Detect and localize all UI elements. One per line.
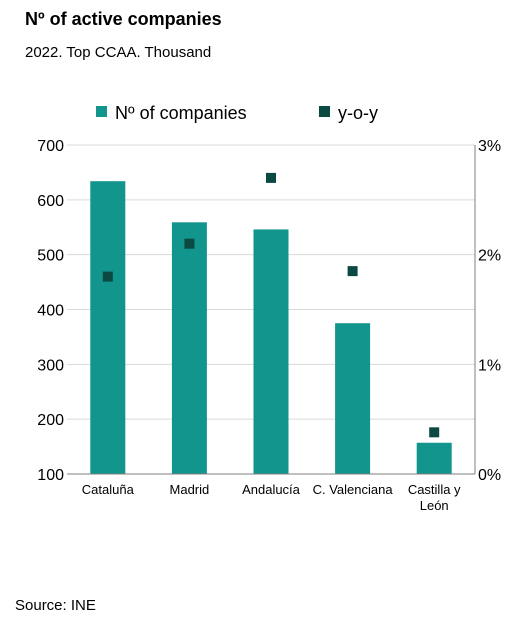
legend-swatch-yoy (319, 106, 330, 117)
legend-label-yoy: y-o-y (338, 103, 378, 123)
y2-tick-label: 2% (478, 248, 501, 265)
y-tick-label: 700 (37, 138, 64, 155)
x-tick-label: Castilla y (408, 482, 461, 497)
source-note: Source: INE (15, 597, 96, 614)
y-o-y-marker (347, 266, 358, 277)
y2-tick-label: 1% (478, 357, 501, 374)
x-tick-label: León (420, 498, 449, 513)
y-tick-label: 200 (37, 412, 64, 429)
y2-tick-label: 0% (478, 467, 501, 484)
y-tick-label: 500 (37, 248, 64, 265)
y2-tick-label: 3% (478, 138, 501, 155)
x-tick-label: Madrid (170, 482, 210, 497)
y-o-y-marker (266, 172, 276, 183)
bar (90, 181, 126, 474)
y-o-y-marker (102, 271, 113, 282)
chart-subtitle: 2022. Top CCAA. Thousand (25, 44, 212, 61)
x-tick-label: Andalucía (242, 482, 301, 497)
y-tick-label: 100 (37, 467, 64, 484)
y-o-y-marker (184, 238, 195, 249)
y-o-y-marker (429, 427, 440, 438)
bar (171, 222, 207, 474)
bar (335, 323, 371, 474)
y-tick-label: 600 (37, 193, 64, 210)
legend-swatch-companies (96, 106, 107, 117)
y-tick-label: 400 (37, 303, 64, 320)
legend-label-companies: Nº of companies (115, 103, 247, 123)
x-tick-label: C. Valenciana (313, 482, 394, 497)
bar (253, 229, 289, 474)
chart-title: Nº of active companies (25, 9, 222, 29)
x-tick-label: Cataluña (82, 482, 135, 497)
y-tick-label: 300 (37, 357, 64, 374)
bar (416, 442, 452, 474)
